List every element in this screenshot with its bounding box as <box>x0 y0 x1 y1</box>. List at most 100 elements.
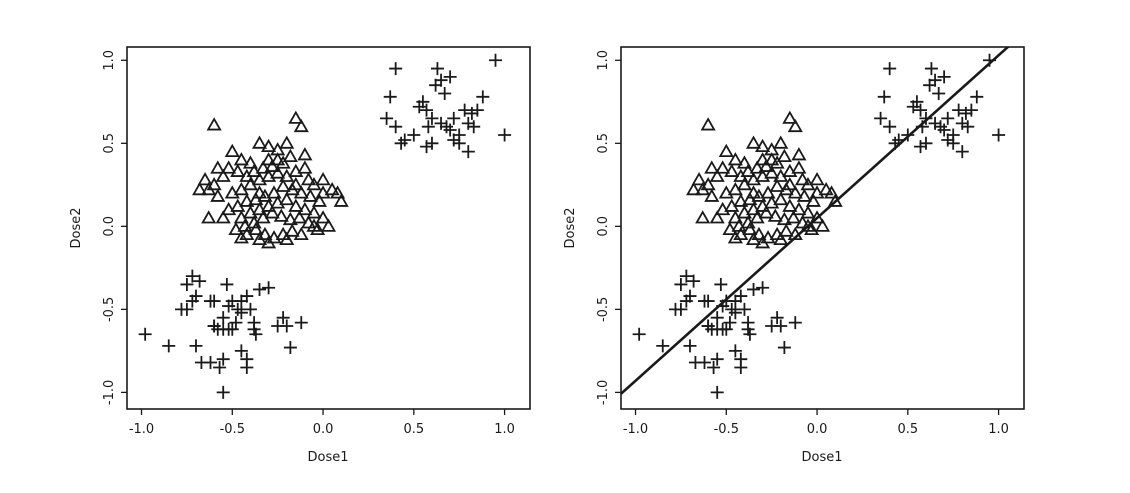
left-triangle-point <box>210 160 226 174</box>
left-plus-point <box>430 62 444 76</box>
right-triangle-point <box>791 160 807 174</box>
left-plus-point <box>383 90 397 104</box>
left-triangle-point <box>315 172 331 186</box>
left-triangle-point <box>330 185 346 199</box>
right-plus-point <box>674 302 688 316</box>
left-triangle-point <box>293 185 309 199</box>
right-triangle-point <box>773 191 789 206</box>
left-plus-point <box>461 145 475 159</box>
right-triangle-point <box>745 135 762 149</box>
right-triangle-point <box>773 135 789 149</box>
left-plus-point <box>280 319 294 333</box>
right-separating-line <box>621 47 1010 395</box>
right-triangle-point <box>804 221 820 236</box>
left-plus-point <box>193 274 207 288</box>
left-triangle-point <box>320 218 337 232</box>
left-triangle-point <box>279 231 295 246</box>
right-triangle-point <box>709 168 725 182</box>
right-plus-point <box>910 95 924 109</box>
left-triangle-point <box>215 210 231 224</box>
right-triangle-point <box>787 185 803 199</box>
left-plus-point <box>247 322 261 336</box>
right-triangle-point <box>718 185 734 199</box>
left-triangle-point <box>264 205 280 219</box>
right-plus-point <box>747 282 761 296</box>
left-triangle-point <box>261 152 277 166</box>
left-triangle-point <box>315 210 331 224</box>
right-triangle-point <box>745 172 762 186</box>
right-y-tick-label: -0.5 <box>596 297 611 322</box>
left-triangle-point <box>266 185 282 199</box>
left-plus-point <box>398 133 412 147</box>
left-triangle-point <box>297 147 313 161</box>
right-plus-point <box>952 103 966 117</box>
right-plus-point <box>774 319 788 333</box>
right-triangle-point <box>809 210 825 224</box>
right-triangle-point <box>709 210 725 224</box>
right-triangle-point <box>742 221 758 236</box>
left-triangle-point <box>251 201 268 216</box>
left-triangle-point <box>264 158 280 172</box>
left-triangle-point <box>291 210 308 224</box>
left-triangle-point <box>297 201 313 216</box>
left-plus-point <box>216 311 230 325</box>
right-plot-frame <box>620 46 1025 410</box>
right-plus-point <box>941 111 955 125</box>
left-triangle-point <box>261 235 277 249</box>
left-plus-point <box>407 128 421 142</box>
right-y-tick-label: 0.5 <box>596 133 611 154</box>
right-plus-point <box>674 277 688 291</box>
right-triangle-point <box>764 152 780 166</box>
right-x-tick-label: 0.5 <box>897 422 918 437</box>
left-plus-point <box>240 360 254 374</box>
right-triangle-point <box>791 147 807 161</box>
left-y-tick-label: -1.0 <box>102 380 117 405</box>
right-y-axis-label: Dose2 <box>563 207 578 248</box>
left-y-axis-label: Dose2 <box>69 207 84 248</box>
right-triangle-point <box>718 143 734 158</box>
left-plus-point <box>220 277 234 291</box>
left-y-tick-label: -0.5 <box>102 297 117 322</box>
left-triangle-point <box>233 230 249 244</box>
right-triangle-point <box>724 163 740 177</box>
right-triangle-point <box>782 163 798 177</box>
left-tick-marks: -1.0 -0.5 0.0 0.5 1.0 -1.0 -0.5 0.0 0.5 1.0 <box>102 50 515 437</box>
left-plus-point <box>283 341 297 355</box>
left-plot-frame <box>126 46 531 410</box>
right-plus-point <box>701 294 715 308</box>
left-plus-point <box>207 319 221 333</box>
right-triangle-point <box>749 160 765 174</box>
left-plus-point <box>452 136 466 150</box>
left-plus-point <box>461 116 475 130</box>
left-triangle-point <box>293 118 309 133</box>
right-triangle-point <box>749 210 765 224</box>
left-plus-point <box>447 133 461 147</box>
right-triangle-point <box>715 160 731 174</box>
left-plus-point <box>180 302 194 316</box>
right-plus-point <box>877 90 891 104</box>
left-triangle-point <box>279 191 295 206</box>
right-triangle-point <box>800 205 816 219</box>
left-triangle-point <box>230 198 246 212</box>
left-triangle-point <box>282 211 298 226</box>
left-plus-point <box>489 53 503 67</box>
right-plus-point <box>914 140 928 154</box>
right-triangle-point <box>736 155 752 169</box>
right-plus-point <box>959 106 973 120</box>
left-triangle-point <box>270 195 286 209</box>
left-plus-point <box>180 277 194 291</box>
right-y-tick-label: 0.0 <box>596 216 611 237</box>
right-scatter-panel: -1.0 -0.5 0.0 0.5 1.0 -1.0 -0.5 0.0 0.5 1.0 Dose1… <box>563 46 1025 465</box>
left-triangle-point <box>201 181 217 196</box>
left-triangle-point <box>251 185 268 199</box>
right-plus-point <box>928 73 942 87</box>
left-triangle-point <box>255 160 271 174</box>
left-data-marks <box>138 53 512 399</box>
right-plus-point <box>656 339 670 353</box>
left-triangle-point <box>297 160 313 174</box>
left-plus-point <box>276 311 290 325</box>
right-x-tick-label: 0.0 <box>807 422 828 437</box>
left-triangle-point <box>279 135 295 149</box>
right-plus-point <box>737 302 751 316</box>
right-plus-point <box>710 311 724 325</box>
